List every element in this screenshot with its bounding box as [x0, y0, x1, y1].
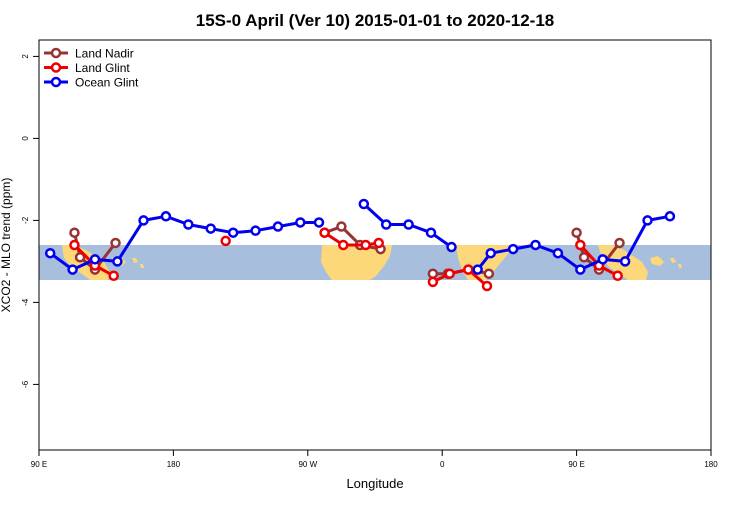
data-point-ocean-glint: [112, 256, 123, 267]
data-point-ocean-glint: [507, 243, 519, 255]
data-point-land-glint: [463, 264, 474, 275]
x-tick-label: 90 E: [568, 460, 584, 469]
data-point-ocean-glint: [472, 264, 483, 275]
data-point-ocean-glint: [358, 198, 370, 210]
data-point-land-glint: [319, 227, 330, 238]
x-tick-label: 90 W: [298, 460, 317, 469]
data-point-ocean-glint: [89, 254, 101, 265]
data-point-land-glint: [69, 239, 80, 251]
y-tick-label: 0: [21, 136, 30, 141]
data-point-ocean-glint: [664, 211, 676, 222]
chart-title: 15S-0 April (Ver 10) 2015-01-01 to 2020-…: [196, 11, 554, 30]
x-tick-label: 180: [167, 460, 181, 469]
x-tick-label: 90 E: [31, 460, 47, 469]
x-axis-label: Longitude: [346, 476, 403, 491]
data-point-land-glint: [444, 268, 455, 279]
legend-swatch-marker: [50, 62, 62, 73]
legend-swatch-marker: [50, 76, 62, 88]
data-point-land-nadir: [571, 227, 582, 238]
data-point-ocean-glint: [313, 217, 325, 228]
series-line-land-glint: [432, 268, 488, 288]
data-point-land-glint: [373, 237, 384, 249]
axes: 90 E 180 90 W 0 90 E 180 2 0 -2 -4 -6: [21, 54, 718, 469]
data-point-land-glint: [220, 235, 231, 247]
data-point-land-nadir: [74, 252, 86, 263]
legend-label: Ocean Glint: [75, 76, 139, 90]
land-islands-west: [132, 258, 144, 268]
legend-item-ocean-glint: Ocean Glint: [44, 76, 139, 90]
data-point-ocean-glint: [575, 264, 586, 275]
land-south-america: [321, 245, 392, 280]
data-point-ocean-glint: [485, 247, 496, 259]
data-point-ocean-glint: [619, 256, 631, 267]
data-point-ocean-glint: [425, 227, 437, 238]
data-point-land-nadir: [483, 268, 495, 279]
data-point-ocean-glint: [272, 221, 284, 232]
data-point-ocean-glint: [642, 215, 653, 226]
y-tick-label: -6: [21, 380, 30, 388]
data-point-land-glint: [338, 239, 349, 251]
data-point-land-glint: [612, 270, 623, 281]
data-point-land-glint: [427, 276, 439, 288]
legend-swatch-marker: [50, 47, 62, 59]
data-point-land-nadir: [110, 237, 121, 249]
data-point-ocean-glint: [227, 227, 239, 238]
data-point-ocean-glint: [446, 241, 457, 253]
data-point-land-nadir: [614, 237, 625, 249]
data-point-land-nadir: [427, 268, 439, 279]
data-point-land-glint: [108, 270, 119, 281]
data-point-ocean-glint: [597, 254, 608, 265]
land-islands-east: [650, 256, 682, 268]
x-tick-label: 0: [440, 460, 445, 469]
data-point-ocean-glint: [552, 247, 564, 259]
data-point-land-glint: [575, 239, 586, 251]
data-point-land-nadir: [578, 252, 590, 263]
series-line-land-glint: [323, 231, 379, 247]
series-ocean-glint: [44, 198, 676, 275]
legend-item-land-glint: Land Glint: [44, 61, 130, 75]
x-tick-label: 180: [704, 460, 718, 469]
legend-label: Land Glint: [75, 61, 130, 75]
data-point-land-nadir: [336, 221, 347, 232]
data-point-ocean-glint: [44, 247, 56, 259]
y-tick-label: -4: [21, 298, 30, 306]
series-line-ocean-glint: [476, 214, 671, 272]
data-point-ocean-glint: [205, 223, 216, 234]
plot-frame: [38, 39, 712, 451]
data-point-ocean-glint: [530, 239, 541, 251]
legend-item-land-nadir: Land Nadir: [44, 47, 134, 61]
data-point-ocean-glint: [403, 219, 414, 230]
y-tick-label: 2: [21, 54, 30, 59]
data-point-ocean-glint: [295, 217, 306, 228]
legend-label: Land Nadir: [75, 47, 134, 61]
data-point-land-glint: [481, 280, 493, 292]
y-axis-label: XCO2 - MLO trend (ppm): [0, 178, 13, 313]
data-point-land-glint: [360, 239, 371, 251]
data-point-ocean-glint: [138, 215, 149, 226]
data-point-ocean-glint: [380, 219, 392, 230]
data-point-land-nadir: [69, 227, 80, 238]
data-point-ocean-glint: [250, 225, 261, 236]
data-series: [44, 198, 676, 292]
data-point-ocean-glint: [160, 211, 172, 222]
data-point-ocean-glint: [67, 264, 78, 275]
data-point-ocean-glint: [183, 219, 194, 230]
map-band: [39, 245, 711, 280]
y-tick-label: -2: [21, 216, 30, 224]
